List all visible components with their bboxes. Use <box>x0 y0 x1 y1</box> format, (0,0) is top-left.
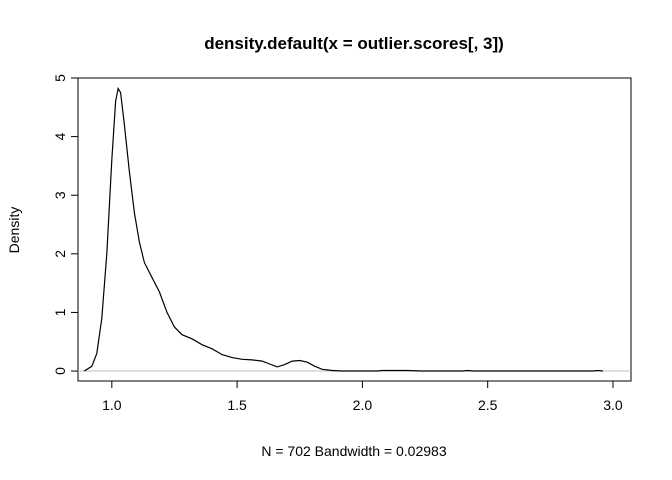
x-axis-label: N = 702 Bandwidth = 0.02983 <box>261 443 446 459</box>
y-tick-label: 1 <box>52 308 68 316</box>
y-tick-label: 4 <box>52 133 68 141</box>
x-tick-label: 1.5 <box>227 397 247 413</box>
y-tick-label: 5 <box>52 74 68 82</box>
y-axis-label: Density <box>6 207 22 254</box>
x-axis: 1.0 1.5 2.0 2.5 3.0 <box>102 381 623 413</box>
chart-title: density.default(x = outlier.scores[, 3]) <box>204 34 504 53</box>
density-curve <box>83 86 603 372</box>
x-tick-label: 1.0 <box>102 397 122 413</box>
y-tick-label: 2 <box>52 250 68 258</box>
x-tick-label: 2.5 <box>478 397 498 413</box>
y-tick-label: 3 <box>52 191 68 199</box>
x-tick-label: 2.0 <box>353 397 373 413</box>
x-tick-label: 3.0 <box>603 397 623 413</box>
y-axis: 0 1 2 3 4 5 <box>52 74 78 375</box>
y-tick-label: 0 <box>52 367 68 375</box>
plot-area-box <box>77 77 632 382</box>
